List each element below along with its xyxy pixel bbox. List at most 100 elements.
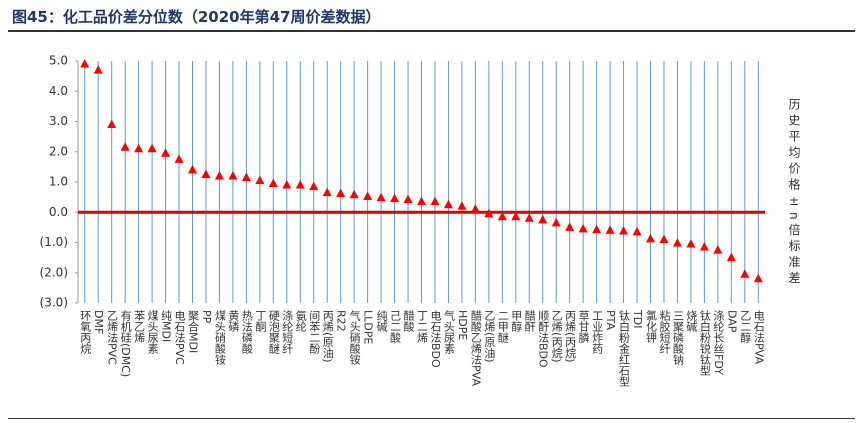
x-tick-label: DMF <box>92 310 106 335</box>
x-tick-label: R22 <box>334 310 348 332</box>
marker <box>457 201 467 210</box>
y-tick-label: (3.0) <box>40 296 68 310</box>
x-tick-label: 气头尿素 <box>442 310 456 354</box>
marker <box>740 269 750 278</box>
marker <box>309 181 319 191</box>
x-tick-label: 硬泡聚醚 <box>267 310 281 354</box>
x-tick-label: 粘胶短纤 <box>657 310 671 354</box>
title: 图45：化工品价差分位数（2020年第47周价差数据） <box>12 8 381 26</box>
marker <box>524 213 534 222</box>
x-tick-label: 涤纶长丝FDY <box>711 310 725 375</box>
marker <box>336 188 346 197</box>
x-tick-label: 氯化钾 <box>644 310 658 343</box>
marker <box>672 238 682 247</box>
marker <box>241 172 251 181</box>
marker <box>470 204 480 213</box>
marker <box>322 187 332 197</box>
x-tick-label: 苯乙烯 <box>132 310 146 343</box>
x-tick-label: 电石法PVA <box>752 310 766 364</box>
x-tick-label: LLDPE <box>361 310 375 345</box>
marker <box>632 226 642 236</box>
x-tick-label: 电石法BDO <box>428 310 442 368</box>
x-tick-label: 乙烯(丙烷) <box>550 310 564 363</box>
marker <box>161 148 171 157</box>
marker <box>363 191 373 201</box>
x-tick-label: 乙二醇 <box>738 310 752 343</box>
x-tick-label: DAP <box>725 310 739 333</box>
marker <box>403 194 413 204</box>
x-tick-label: PTA <box>604 310 618 331</box>
y-tick-label: 4.0 <box>49 84 68 98</box>
x-tick-label: 烧碱 <box>684 310 698 332</box>
marker <box>753 273 763 283</box>
x-tick-label: 丙烯(原油) <box>321 310 335 363</box>
x-tick-label: 气头硝酸铵 <box>348 310 362 365</box>
marker <box>430 196 440 206</box>
x-tick-label: 聚合MDI <box>186 310 200 354</box>
x-tick-label: 工业炸药 <box>590 310 604 354</box>
x-tick-label: 煤头尿素 <box>146 310 160 354</box>
x-tick-label: 醋酐 <box>523 310 537 332</box>
marker <box>107 119 117 129</box>
x-tick-label: 钛白粉锐钛型 <box>698 310 712 376</box>
marker <box>484 208 494 218</box>
x-tick-label: TDI <box>631 310 645 329</box>
y-tick-label: 3.0 <box>49 114 68 128</box>
x-tick-label: 顺酐法BDO <box>536 310 550 368</box>
y-tick-label: 1.0 <box>49 175 68 189</box>
x-tick-label: 乙烯法PVC <box>105 310 119 365</box>
x-tick-label: 纯碱 <box>375 310 389 332</box>
x-tick-label: 有机硅(DMC) <box>119 310 133 378</box>
y-tick-label: (2.0) <box>40 265 68 279</box>
marker <box>390 193 400 203</box>
marker <box>511 211 521 221</box>
marker <box>551 217 561 227</box>
marker <box>443 199 453 209</box>
x-tick-label: HDPE <box>455 310 469 341</box>
marker <box>228 170 238 180</box>
x-tick-label: 间苯二酚 <box>307 310 321 354</box>
x-tick-label: 煤头硝酸铵 <box>213 310 227 365</box>
x-tick-label: 热法磷酸 <box>240 310 254 354</box>
y-tick-label: 5.0 <box>49 54 68 68</box>
marker <box>538 214 548 224</box>
marker <box>417 196 426 206</box>
marker <box>255 175 265 184</box>
marker <box>605 225 615 234</box>
x-tick-label: 己二酸 <box>388 310 402 343</box>
marker <box>214 170 224 180</box>
marker <box>349 189 359 199</box>
x-tick-label: 甲醇 <box>509 310 523 332</box>
x-tick-label: 涤纶短纤 <box>280 310 294 354</box>
marker <box>726 252 736 262</box>
marker <box>646 233 655 243</box>
marker <box>619 226 629 235</box>
marker <box>134 143 144 153</box>
x-tick-label: 三聚磷酸钠 <box>671 310 685 365</box>
marker <box>268 178 278 188</box>
marker <box>120 142 130 151</box>
marker <box>201 169 211 178</box>
x-tick-label: 黄磷 <box>226 310 240 332</box>
x-tick-label: 丁酮 <box>253 310 267 332</box>
x-tick-label: 氨纶 <box>294 310 308 332</box>
side-label: 历史平均价格±n倍标准差 <box>787 98 801 288</box>
y-tick-label: 0.0 <box>49 205 68 219</box>
x-tick-label: 二甲醚 <box>496 310 510 343</box>
x-tick-label: 电石法PVC <box>173 310 187 365</box>
marker <box>147 143 157 153</box>
marker <box>93 65 103 74</box>
marker <box>295 180 305 189</box>
x-tick-label: 丁二烯 <box>415 310 429 343</box>
marker <box>699 242 709 251</box>
marker <box>659 234 669 243</box>
marker <box>80 59 90 68</box>
y-tick-label: (1.0) <box>40 235 68 249</box>
marker <box>565 222 575 231</box>
marker <box>282 180 292 189</box>
marker <box>174 154 184 163</box>
marker <box>686 239 696 248</box>
marker <box>376 192 386 202</box>
